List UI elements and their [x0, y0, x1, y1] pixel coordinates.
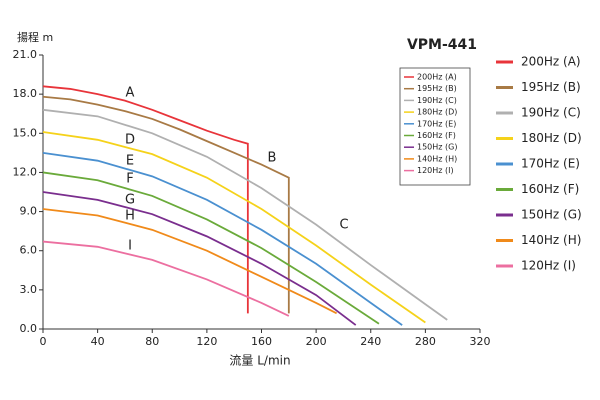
curve-label: A: [126, 86, 135, 101]
curve-label: F: [126, 172, 133, 187]
curve: [42, 191, 357, 326]
x-tick-label: 240: [360, 335, 381, 348]
y-tick-label: 21.0: [13, 48, 38, 61]
legend-label: 170Hz (E): [521, 157, 580, 171]
y-tick-label: 3.0: [20, 283, 38, 296]
inset-legend-label: 190Hz (C): [417, 96, 457, 105]
legend-label: 150Hz (G): [521, 208, 582, 222]
curve: [42, 85, 249, 314]
x-tick-label: 200: [306, 335, 327, 348]
inset-legend-label: 150Hz (G): [417, 143, 457, 152]
inset-legend-label: 200Hz (A): [417, 73, 457, 82]
curve-label: E: [126, 154, 134, 169]
x-tick-label: 0: [40, 335, 47, 348]
inset-legend-label: 160Hz (F): [417, 131, 456, 140]
y-tick-label: 6.0: [20, 244, 38, 257]
curve: [42, 171, 380, 325]
x-axis-title: 流量 L/min: [229, 354, 290, 368]
curve-label: C: [339, 218, 348, 233]
curve: [42, 151, 403, 326]
x-tick-label: 120: [196, 335, 217, 348]
x-tick-label: 80: [145, 335, 159, 348]
legend-label: 160Hz (F): [521, 182, 579, 196]
legend-label: 120Hz (I): [521, 259, 576, 273]
y-axis-title: 揚程 m: [17, 31, 53, 44]
y-tick-label: 12.0: [13, 165, 38, 178]
x-tick-label: 40: [91, 335, 105, 348]
curve-label: H: [125, 209, 135, 224]
curve-label: G: [125, 193, 135, 208]
inset-legend-label: 140Hz (H): [417, 154, 457, 163]
curve-label: I: [128, 239, 132, 254]
y-tick-label: 9.0: [20, 205, 38, 218]
x-tick-label: 160: [251, 335, 272, 348]
x-tick-label: 320: [470, 335, 491, 348]
curve-label: B: [268, 151, 277, 166]
curve-label: D: [125, 133, 135, 148]
curve: [42, 131, 426, 324]
curve: [42, 95, 290, 314]
inset-legend-box: [399, 67, 471, 186]
legend-label: 140Hz (H): [521, 233, 581, 247]
curve: [42, 240, 290, 317]
x-tick-label: 280: [415, 335, 436, 348]
legend-label: 200Hz (A): [521, 55, 581, 69]
legend-label: 190Hz (C): [521, 106, 581, 120]
inset-legend-label: 170Hz (E): [417, 119, 456, 128]
curve: [42, 108, 448, 321]
inset-legend-label: 120Hz (I): [417, 166, 454, 175]
y-tick-label: 15.0: [13, 126, 38, 139]
y-tick-label: 0.0: [20, 322, 38, 335]
inset-legend-label: 195Hz (B): [417, 84, 457, 93]
curve: [42, 208, 338, 315]
legend-label: 195Hz (B): [521, 80, 581, 94]
inset-legend-label: 180Hz (D): [417, 108, 457, 117]
y-tick-label: 18.0: [13, 87, 38, 100]
legend-label: 180Hz (D): [521, 131, 582, 145]
chart-title: VPM-441: [407, 37, 477, 53]
